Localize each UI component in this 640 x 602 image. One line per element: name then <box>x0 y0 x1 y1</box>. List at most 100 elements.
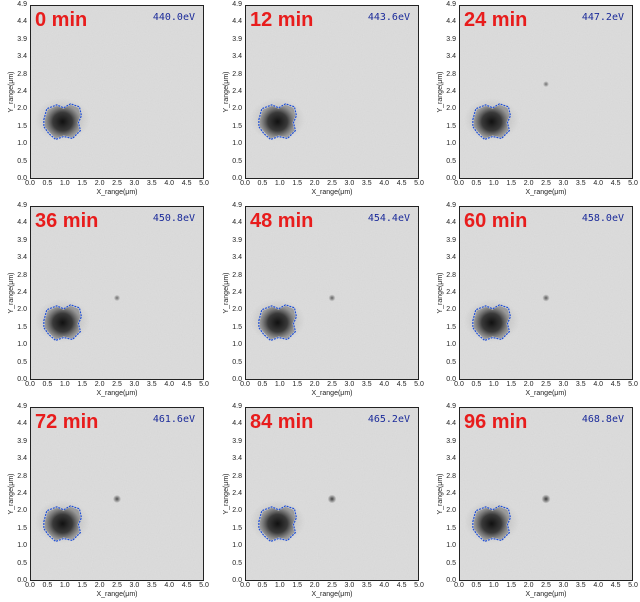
x-tick-label: 4.0 <box>379 381 390 388</box>
y-tick-label: 2.0 <box>17 507 27 515</box>
y-axis-ticks: 4.9 4.4 3.9 3.4 2.8 2.4 2.0 1.5 1.0 0.5 0.0 <box>429 202 457 383</box>
time-label: 60 min <box>464 210 528 232</box>
particle <box>259 104 296 139</box>
x-tick-label: 2.0 <box>309 381 320 388</box>
x-tick-label: 2.5 <box>541 582 551 589</box>
x-tick-label: 0.5 <box>42 381 53 388</box>
x-tick-label: 3.5 <box>361 381 372 388</box>
image-panel: Y_range(μm) 4.9 4.4 3.9 3.4 2.8 2.4 2.0 1.5 1.0 0.… <box>215 402 428 602</box>
y-tick-label: 0.0 <box>232 577 242 584</box>
y-axis-ticks: 4.9 4.4 3.9 3.4 2.8 2.4 2.0 1.5 1.0 0.5 0.0 <box>0 202 28 383</box>
x-tick-label: 4.5 <box>396 381 407 388</box>
x-tick-label: 3.0 <box>344 180 355 187</box>
x-tick-label: 1.5 <box>77 582 88 589</box>
particle <box>473 506 510 541</box>
x-axis-label: X_range(μm) <box>96 189 138 196</box>
y-tick-label: 0.0 <box>17 577 27 584</box>
x-tick-label: 1.0 <box>59 381 70 388</box>
x-tick-label: 1.5 <box>506 180 517 187</box>
x-tick-label: 2.0 <box>309 180 320 187</box>
x-tick-label: 0.0 <box>240 180 250 187</box>
x-tick-label: 4.5 <box>181 381 192 388</box>
y-tick-label: 2.8 <box>17 70 27 78</box>
x-axis-label: X_range(μm) <box>525 189 567 196</box>
y-tick-label: 3.9 <box>232 236 242 244</box>
energy-label: 454.4eV <box>367 213 410 224</box>
x-axis-ticks: 0.0 0.5 1.0 1.5 2.0 2.5 3.0 3.5 4.0 4.5 5.0 <box>25 180 209 189</box>
y-tick-label: 2.8 <box>446 271 456 279</box>
y-tick-label: 3.4 <box>232 53 242 61</box>
particle <box>44 305 81 340</box>
x-tick-label: 1.0 <box>274 381 285 388</box>
particle-outline <box>472 304 512 342</box>
x-tick-label: 0.0 <box>454 180 464 187</box>
energy-label: 458.0eV <box>581 213 624 224</box>
y-tick-label: 2.0 <box>232 306 242 314</box>
x-tick-label: 5.0 <box>414 381 424 388</box>
x-tick-label: 4.5 <box>610 582 621 589</box>
y-tick-label: 3.9 <box>17 35 27 43</box>
x-axis-label: X_range(μm) <box>96 390 138 397</box>
x-tick-label: 2.0 <box>94 180 105 187</box>
y-tick-label: 3.9 <box>446 236 456 244</box>
y-tick-label: 3.4 <box>446 254 456 262</box>
x-tick-label: 2.5 <box>112 180 122 187</box>
y-tick-label: 0.5 <box>232 559 242 567</box>
microscopy-image: 84 min 465.2eV <box>245 407 419 581</box>
y-tick-label: 3.9 <box>446 437 456 445</box>
x-tick-label: 2.5 <box>327 180 337 187</box>
y-tick-label: 2.4 <box>232 289 242 296</box>
y-tick-label: 4.9 <box>17 403 27 410</box>
y-tick-label: 0.0 <box>446 577 456 584</box>
x-tick-label: 2.5 <box>541 381 551 388</box>
y-tick-label: 4.4 <box>17 219 27 227</box>
particle-outline <box>43 505 83 543</box>
particle <box>44 506 81 541</box>
x-tick-label: 0.0 <box>454 381 464 388</box>
x-tick-label: 5.0 <box>199 180 209 187</box>
x-tick-label: 5.0 <box>628 582 638 589</box>
x-tick-label: 1.5 <box>292 180 303 187</box>
y-tick-label: 2.4 <box>17 88 27 95</box>
secondary-spot <box>541 494 551 504</box>
y-tick-label: 1.5 <box>17 524 27 532</box>
particle-outline <box>472 505 512 543</box>
particle-outline <box>43 103 83 141</box>
x-tick-label: 3.0 <box>129 381 140 388</box>
particle <box>473 104 510 139</box>
image-panel: Y_range(μm) 4.9 4.4 3.9 3.4 2.8 2.4 2.0 1.5 1.0 0.… <box>0 0 213 200</box>
x-tick-label: 4.5 <box>610 381 621 388</box>
time-label: 12 min <box>250 9 314 31</box>
x-tick-label: 2.0 <box>523 582 534 589</box>
image-noise <box>246 207 418 379</box>
microscopy-image: 96 min 468.8eV <box>459 407 633 581</box>
x-tick-label: 2.5 <box>112 582 122 589</box>
y-tick-label: 2.8 <box>17 472 27 480</box>
particle <box>44 104 81 139</box>
x-tick-label: 3.5 <box>361 582 372 589</box>
x-tick-label: 3.5 <box>361 180 372 187</box>
x-tick-label: 1.5 <box>77 381 88 388</box>
y-tick-label: 4.4 <box>17 420 27 428</box>
x-axis-ticks: 0.0 0.5 1.0 1.5 2.0 2.5 3.0 3.5 4.0 4.5 5.0 <box>240 582 424 591</box>
image-panel: Y_range(μm) 4.9 4.4 3.9 3.4 2.8 2.4 2.0 1.5 1.0 0.… <box>429 0 640 200</box>
x-axis-label: X_range(μm) <box>525 390 567 397</box>
x-tick-label: 0.5 <box>257 381 268 388</box>
energy-label: 443.6eV <box>367 12 410 23</box>
y-tick-label: 2.4 <box>17 490 27 497</box>
y-tick-label: 1.0 <box>446 341 456 349</box>
x-tick-label: 1.5 <box>292 381 303 388</box>
y-tick-label: 2.0 <box>17 306 27 314</box>
x-tick-label: 4.0 <box>593 582 604 589</box>
y-tick-label: 1.0 <box>17 341 27 349</box>
x-tick-label: 1.5 <box>506 381 517 388</box>
y-axis-ticks: 4.9 4.4 3.9 3.4 2.8 2.4 2.0 1.5 1.0 0.5 0.0 <box>0 1 28 182</box>
x-tick-label: 2.0 <box>94 381 105 388</box>
x-axis-ticks: 0.0 0.5 1.0 1.5 2.0 2.5 3.0 3.5 4.0 4.5 5.0 <box>454 381 638 390</box>
y-tick-label: 4.4 <box>446 219 456 227</box>
y-tick-label: 1.5 <box>446 122 456 130</box>
x-tick-label: 3.0 <box>129 582 140 589</box>
y-tick-label: 2.8 <box>232 70 242 78</box>
x-tick-label: 3.0 <box>558 381 569 388</box>
